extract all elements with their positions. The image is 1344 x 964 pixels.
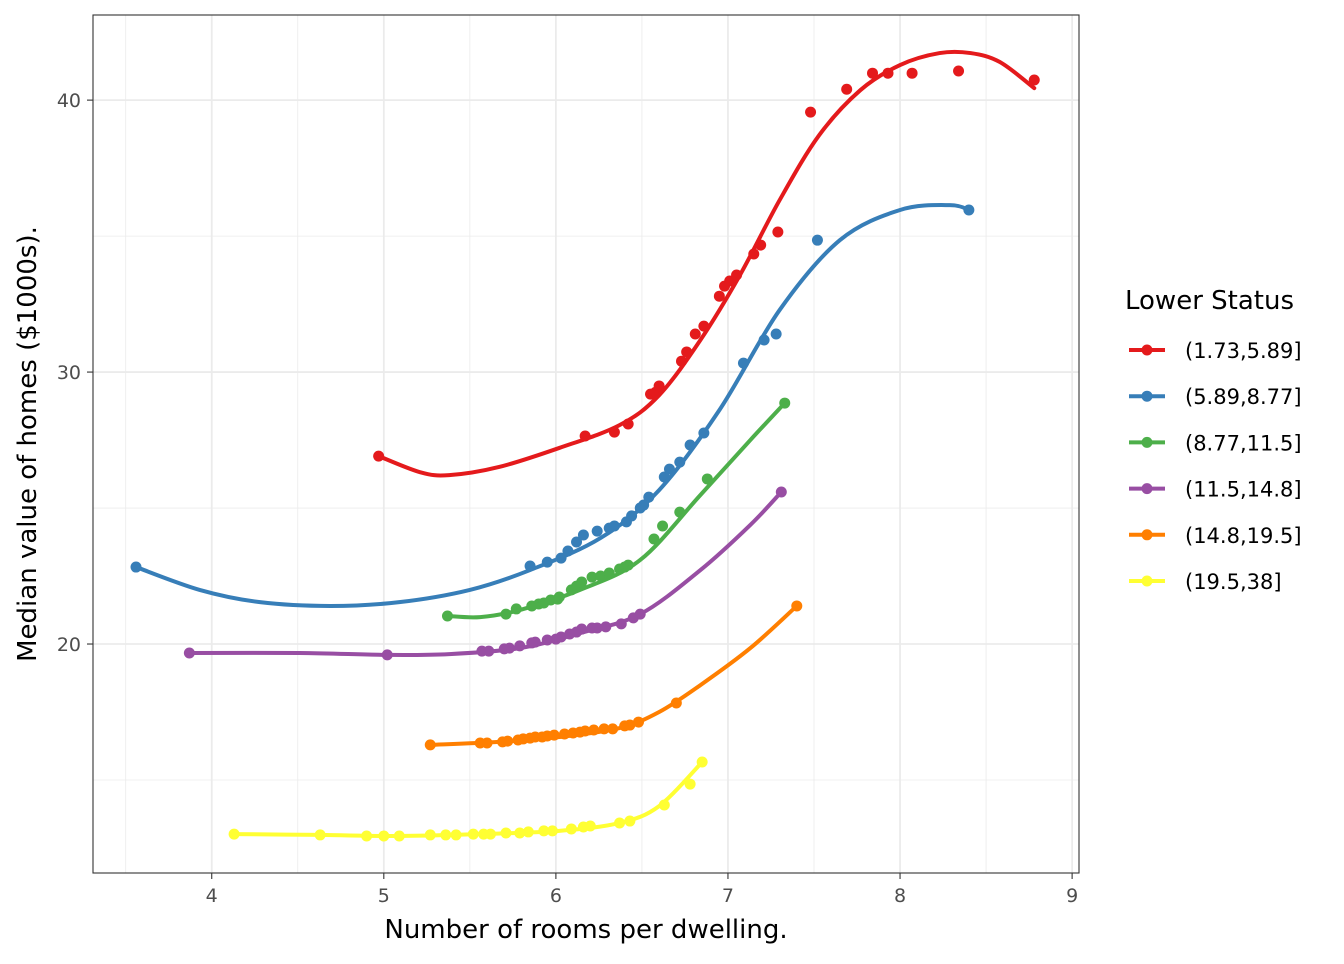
data-point bbox=[586, 571, 598, 583]
legend-label: (5.89,8.77] bbox=[1185, 385, 1302, 409]
data-point bbox=[576, 576, 588, 588]
legend-key-point bbox=[1141, 390, 1153, 402]
series-4 bbox=[424, 600, 803, 751]
fit-line bbox=[134, 203, 971, 608]
axes: 4 5 6 7 8 9 20 30 40 bbox=[57, 90, 1078, 907]
data-point bbox=[657, 520, 669, 532]
grid bbox=[93, 15, 1079, 873]
fit-line bbox=[428, 603, 799, 747]
data-point bbox=[571, 536, 583, 548]
legend-title: Lower Status bbox=[1125, 286, 1294, 316]
series-0 bbox=[373, 49, 1040, 478]
legend: Lower Status (1.73,5.89] (5.89,8.77] (8.77… bbox=[1125, 286, 1302, 594]
y-axis-label: Median value of homes ($1000s). bbox=[13, 226, 43, 662]
fit-line bbox=[445, 401, 787, 620]
legend-label: (1.73,5.89] bbox=[1185, 339, 1302, 363]
fit-line bbox=[187, 489, 784, 658]
legend-key-point bbox=[1141, 436, 1153, 448]
fit-line bbox=[376, 49, 1037, 478]
x-tick-label: 9 bbox=[1066, 885, 1078, 907]
legend-label: (11.5,14.8] bbox=[1185, 478, 1302, 502]
fit-line bbox=[232, 760, 705, 839]
data-point bbox=[684, 778, 696, 790]
x-axis-label: Number of rooms per dwelling. bbox=[384, 915, 787, 945]
series-2 bbox=[441, 397, 791, 622]
legend-label: (19.5,38] bbox=[1185, 570, 1282, 594]
legend-key-point bbox=[1141, 344, 1153, 356]
series-1 bbox=[130, 203, 975, 608]
data-point bbox=[841, 83, 853, 95]
data-point bbox=[811, 234, 823, 246]
data-point bbox=[1028, 74, 1040, 86]
legend-key-point bbox=[1141, 529, 1153, 541]
y-tick-label: 20 bbox=[57, 634, 81, 656]
y-tick-label: 40 bbox=[57, 90, 81, 112]
data-point bbox=[577, 529, 589, 541]
data-point bbox=[653, 380, 665, 392]
data-point bbox=[591, 525, 603, 537]
data-point bbox=[805, 106, 817, 118]
series-5 bbox=[228, 756, 708, 842]
x-tick-label: 4 bbox=[206, 885, 218, 907]
data-point bbox=[906, 67, 918, 79]
legend-key-point bbox=[1141, 575, 1153, 587]
legend-key-point bbox=[1141, 483, 1153, 495]
data-point bbox=[867, 67, 879, 79]
panel-border bbox=[92, 14, 1080, 874]
legend-label: (8.77,11.5] bbox=[1185, 431, 1302, 455]
data-point bbox=[770, 328, 782, 340]
x-tick-label: 7 bbox=[722, 885, 734, 907]
data-point bbox=[953, 65, 965, 77]
data-point bbox=[772, 226, 784, 238]
data-point bbox=[713, 290, 725, 302]
x-tick-label: 6 bbox=[550, 885, 562, 907]
data-point bbox=[689, 328, 701, 340]
x-tick-label: 8 bbox=[894, 885, 906, 907]
plot-marks bbox=[130, 49, 1040, 842]
series-3 bbox=[183, 486, 787, 661]
x-tick-label: 5 bbox=[378, 885, 390, 907]
y-tick-label: 30 bbox=[57, 362, 81, 384]
legend-label: (14.8,19.5] bbox=[1185, 524, 1302, 548]
